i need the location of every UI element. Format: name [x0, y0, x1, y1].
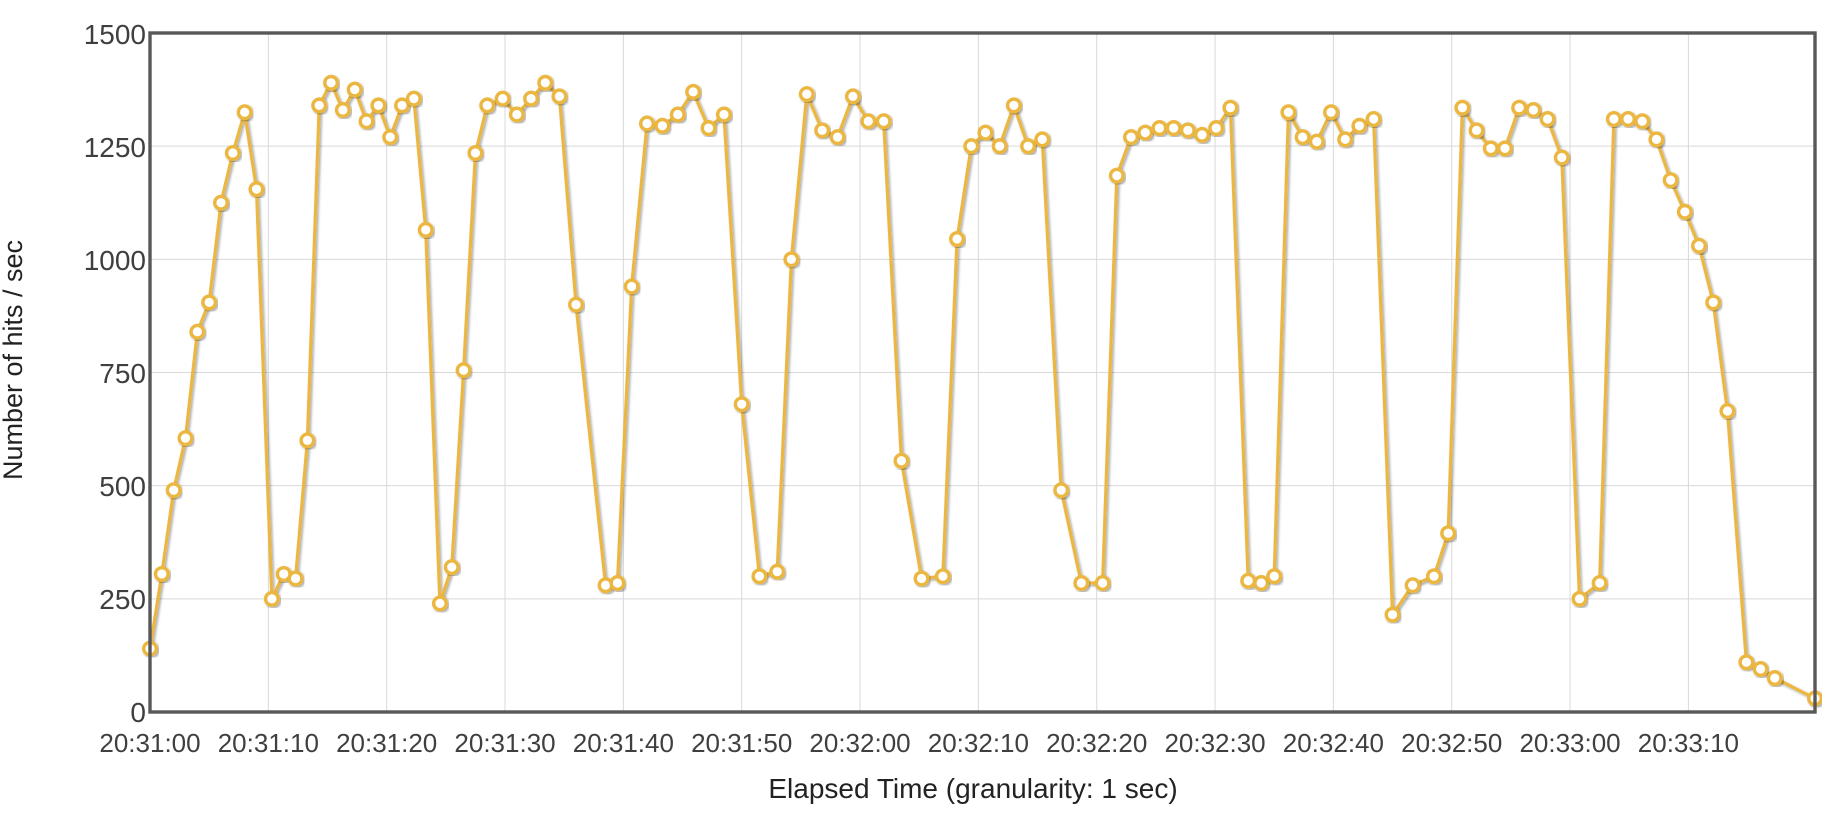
- svg-text:20:32:40: 20:32:40: [1283, 728, 1384, 758]
- svg-text:1250: 1250: [84, 132, 146, 163]
- svg-text:20:31:40: 20:31:40: [573, 728, 674, 758]
- svg-text:0: 0: [130, 697, 146, 728]
- svg-text:500: 500: [99, 471, 146, 502]
- svg-text:20:32:10: 20:32:10: [928, 728, 1029, 758]
- svg-text:1500: 1500: [84, 19, 146, 50]
- svg-text:Elapsed Time (granularity: 1 s: Elapsed Time (granularity: 1 sec): [768, 773, 1177, 804]
- svg-text:Number of hits / sec: Number of hits / sec: [0, 240, 28, 480]
- svg-text:20:31:30: 20:31:30: [454, 728, 555, 758]
- svg-text:20:32:30: 20:32:30: [1164, 728, 1265, 758]
- svg-text:250: 250: [99, 584, 146, 615]
- svg-text:750: 750: [99, 358, 146, 389]
- svg-text:20:31:20: 20:31:20: [336, 728, 437, 758]
- svg-text:20:32:00: 20:32:00: [809, 728, 910, 758]
- svg-text:20:33:10: 20:33:10: [1638, 728, 1739, 758]
- svg-text:20:32:20: 20:32:20: [1046, 728, 1147, 758]
- svg-text:20:31:10: 20:31:10: [218, 728, 319, 758]
- svg-text:1000: 1000: [84, 245, 146, 276]
- svg-text:20:33:00: 20:33:00: [1519, 728, 1620, 758]
- svg-text:20:32:50: 20:32:50: [1401, 728, 1502, 758]
- svg-text:20:31:50: 20:31:50: [691, 728, 792, 758]
- svg-text:20:31:00: 20:31:00: [99, 728, 200, 758]
